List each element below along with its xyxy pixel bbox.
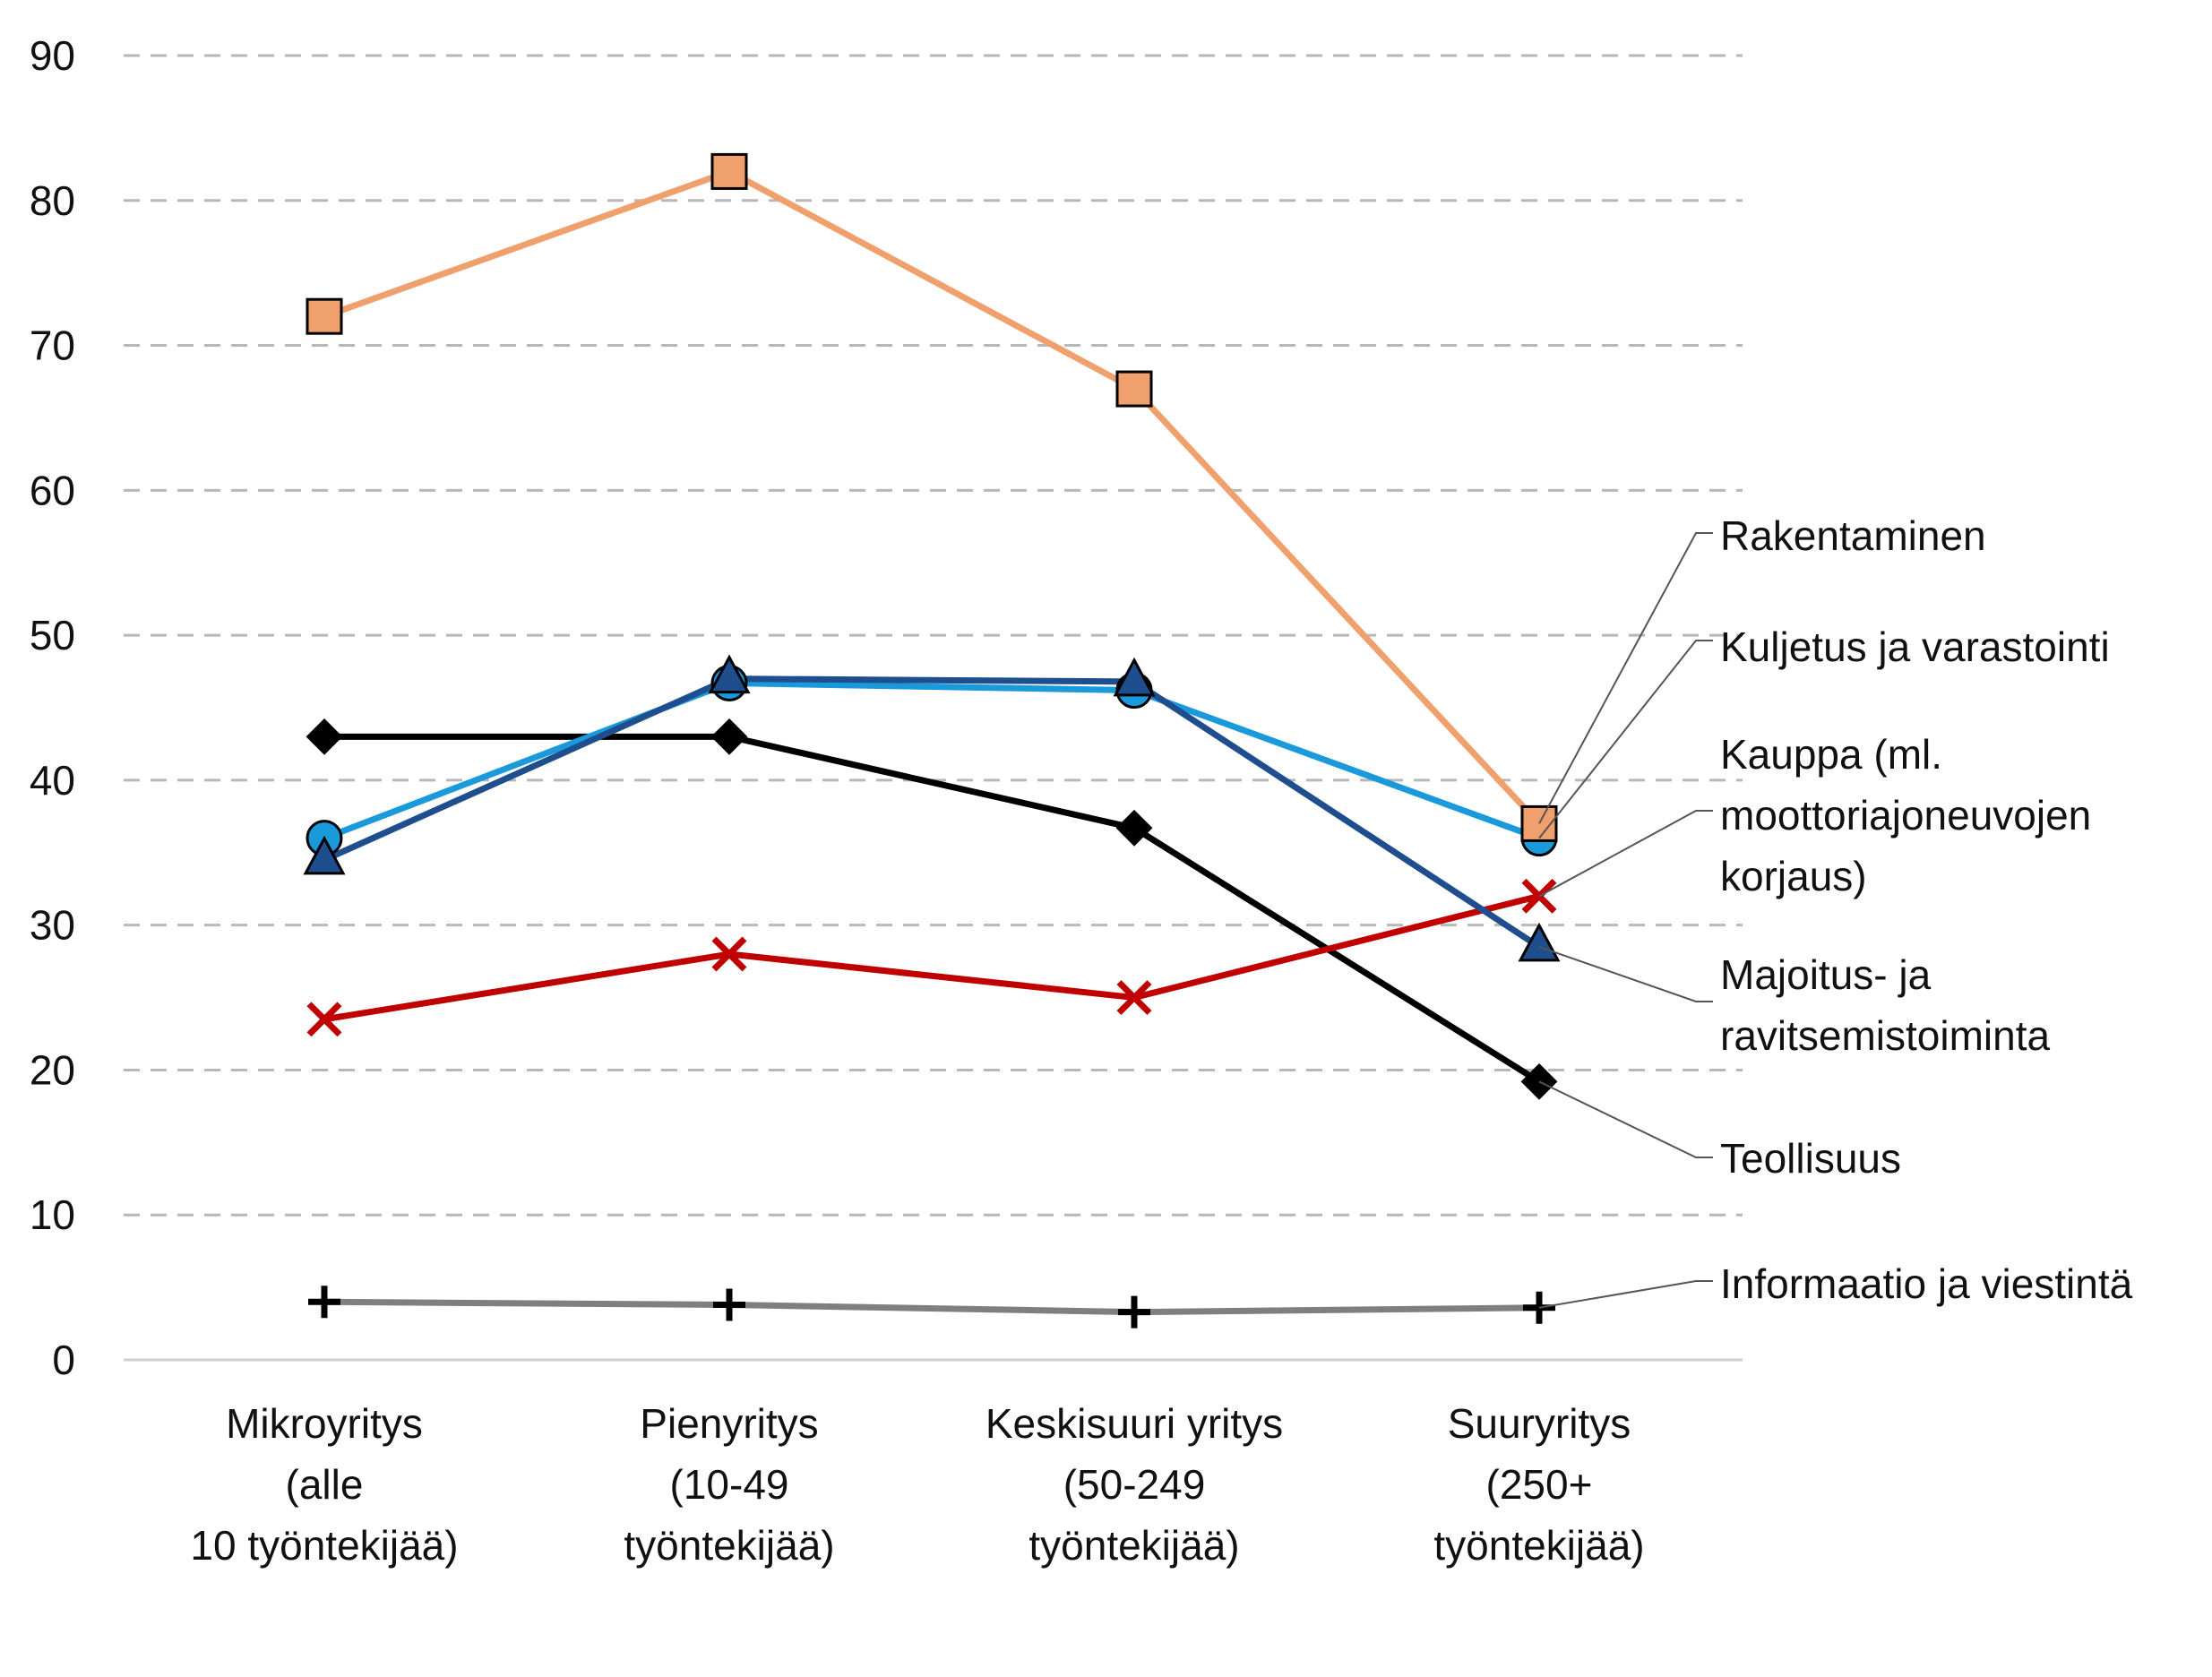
series-line-rakentaminen bbox=[321, 168, 1543, 827]
x-tick-label-2: Keskisuuri yritys (50-249 työntekijää) bbox=[986, 1400, 1283, 1569]
x-tick-label-1: Pienyritys (10-49 työntekijää) bbox=[624, 1400, 834, 1569]
legend-label-line: moottoriajoneuvojen bbox=[1720, 792, 2091, 838]
legend-label-kuljetus-ja-varastointi: Kuljetus ja varastointi bbox=[1720, 624, 2110, 670]
x-tick-label-line: työntekijää) bbox=[1029, 1522, 1239, 1569]
y-tick-label-40: 40 bbox=[30, 757, 75, 804]
series-markers-kauppa-ml-moottoriajoneuvojen-korjaus bbox=[306, 878, 1557, 1037]
point-kauppa-ml-moottoriajoneuvojen-korjaus-1 bbox=[711, 936, 747, 972]
x-tick-label-line: 10 työntekijää) bbox=[190, 1522, 458, 1569]
legend-label-informaatio-ja-viestinta: Informaatio ja viestintä bbox=[1720, 1260, 2133, 1307]
legend-label-line: Kuljetus ja varastointi bbox=[1720, 624, 2110, 670]
series-markers-kuljetus-ja-varastointi bbox=[306, 664, 1558, 857]
leader-line-kuljetus-ja-varastointi bbox=[1538, 640, 1713, 839]
x-tick-label-3: Suuryritys (250+ työntekijää) bbox=[1433, 1400, 1644, 1569]
leader-line-teollisuus bbox=[1538, 1080, 1713, 1158]
x-tick-label-line: (10-49 bbox=[670, 1461, 789, 1508]
y-tick-label-10: 10 bbox=[30, 1191, 75, 1238]
point-kauppa-ml-moottoriajoneuvojen-korjaus-0 bbox=[306, 1002, 342, 1037]
leader-line-rakentaminen bbox=[1538, 532, 1713, 824]
series-line-kuljetus-ja-varastointi bbox=[321, 679, 1543, 842]
point-teollisuus-0 bbox=[306, 718, 343, 755]
leader-line-kauppa-ml-moottoriajoneuvojen-korjaus bbox=[1538, 810, 1713, 898]
x-tick-label-line: Mikroyritys bbox=[226, 1400, 423, 1447]
y-tick-label-0: 0 bbox=[52, 1337, 75, 1383]
x-tick-label-line: Pienyritys bbox=[640, 1400, 818, 1447]
legend-label-line: korjaus) bbox=[1720, 853, 1867, 899]
series-majoitus-ja-ravitsemistoiminta bbox=[321, 675, 1543, 950]
series-line-majoitus-ja-ravitsemistoiminta bbox=[321, 675, 1543, 950]
series-line-informaatio-ja-viestinta bbox=[321, 1298, 1543, 1316]
legend-label-line: Majoitus- ja bbox=[1720, 951, 1932, 998]
x-tick-label-line: (alle bbox=[286, 1461, 364, 1508]
y-tick-label-80: 80 bbox=[30, 177, 75, 224]
y-tick-label-70: 70 bbox=[30, 322, 75, 369]
series-informaatio-ja-viestinta bbox=[321, 1298, 1543, 1316]
point-rakentaminen-1 bbox=[710, 152, 748, 190]
y-tick-label-30: 30 bbox=[30, 902, 75, 949]
point-teollisuus-1 bbox=[710, 718, 748, 755]
legend-label-line: Informaatio ja viestintä bbox=[1720, 1260, 2133, 1307]
point-informaatio-ja-viestinta-0 bbox=[308, 1286, 340, 1319]
series-rakentaminen bbox=[321, 168, 1543, 827]
point-kauppa-ml-moottoriajoneuvojen-korjaus-2 bbox=[1116, 980, 1152, 1016]
point-informaatio-ja-viestinta-1 bbox=[713, 1288, 745, 1321]
y-tick-label-20: 20 bbox=[30, 1046, 75, 1093]
point-majoitus-ja-ravitsemistoiminta-1 bbox=[708, 654, 751, 694]
series-markers-majoitus-ja-ravitsemistoiminta bbox=[303, 654, 1561, 962]
point-informaatio-ja-viestinta-2 bbox=[1118, 1295, 1150, 1329]
x-tick-label-line: työntekijää) bbox=[624, 1522, 834, 1569]
leader-line-majoitus-ja-ravitsemistoiminta bbox=[1538, 945, 1713, 1002]
x-tick-label-line: Suuryritys bbox=[1448, 1400, 1631, 1447]
series-teollisuus bbox=[321, 733, 1543, 1085]
x-tick-label-line: (50-249 bbox=[1063, 1461, 1206, 1508]
series-kauppa-ml-moottoriajoneuvojen-korjaus bbox=[321, 892, 1543, 1023]
legend-label-teollisuus: Teollisuus bbox=[1720, 1135, 1901, 1182]
legend-label-line: ravitsemistoiminta bbox=[1720, 1012, 2051, 1059]
point-teollisuus-2 bbox=[1115, 809, 1153, 847]
legend-label-line: Kauppa (ml. bbox=[1720, 731, 1942, 778]
y-tick-label-90: 90 bbox=[30, 32, 75, 79]
x-tick-label-0: Mikroyritys (alle 10 työntekijää) bbox=[190, 1400, 458, 1569]
y-tick-label-50: 50 bbox=[30, 612, 75, 658]
series-layer bbox=[303, 152, 1561, 1329]
legend-label-kauppa-ml-moottoriajoneuvojen-korjaus: Kauppa (ml. moottoriajoneuvojen korjaus) bbox=[1720, 731, 2091, 899]
point-majoitus-ja-ravitsemistoiminta-2 bbox=[1113, 657, 1156, 697]
grid-layer bbox=[124, 54, 1743, 1217]
legend-label-line: Teollisuus bbox=[1720, 1135, 1901, 1182]
legend-label-majoitus-ja-ravitsemistoiminta: Majoitus- ja ravitsemistoiminta bbox=[1720, 951, 2051, 1059]
legend-label-rakentaminen: Rakentaminen bbox=[1720, 512, 1986, 559]
point-rakentaminen-0 bbox=[306, 297, 343, 335]
series-line-teollisuus bbox=[321, 733, 1543, 1085]
x-tick-label-line: Keskisuuri yritys bbox=[986, 1400, 1283, 1447]
y-tick-label-60: 60 bbox=[30, 467, 75, 513]
legend-layer: Rakentaminen Kuljetus ja varastointi Kaupp… bbox=[1538, 512, 2133, 1309]
legend-label-line: Rakentaminen bbox=[1720, 512, 1986, 559]
series-line-kauppa-ml-moottoriajoneuvojen-korjaus bbox=[321, 892, 1543, 1023]
x-tick-label-line: työntekijää) bbox=[1433, 1522, 1644, 1569]
axis-layer: 0 10 20 30 40 50 60 70 80 90 Mikroyritys (alle 10 ty… bbox=[30, 32, 1743, 1569]
point-majoitus-ja-ravitsemistoiminta-0 bbox=[303, 835, 346, 875]
series-kuljetus-ja-varastointi bbox=[321, 679, 1543, 842]
leader-line-informaatio-ja-viestinta bbox=[1538, 1280, 1713, 1309]
x-tick-label-line: (250+ bbox=[1486, 1461, 1593, 1508]
point-rakentaminen-2 bbox=[1115, 370, 1153, 408]
point-majoitus-ja-ravitsemistoiminta-3 bbox=[1518, 922, 1561, 962]
